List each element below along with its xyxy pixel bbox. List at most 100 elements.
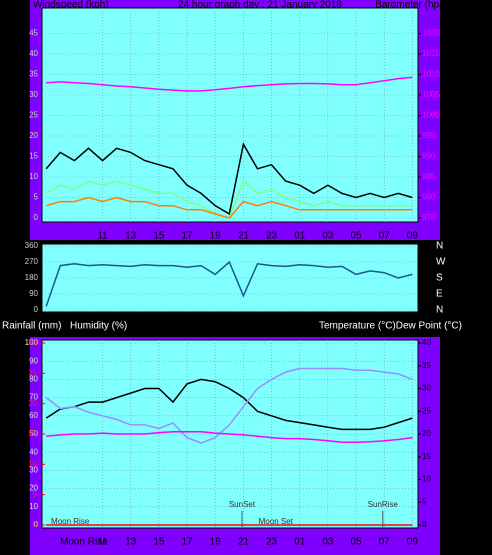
- x-tick-label: 13: [125, 231, 137, 242]
- y3-tick-label: 25: [28, 368, 37, 377]
- y-tick-label: 30: [29, 90, 38, 99]
- y-tick-label: 10: [29, 172, 38, 181]
- y3-tick-label: 20: [28, 399, 37, 408]
- y-tick-label: 80: [29, 375, 38, 384]
- y2-tick-label: 975: [422, 213, 436, 222]
- event-label: Moon Set: [259, 517, 294, 526]
- y2-tick-label: 995: [422, 131, 436, 140]
- title: 24 hour graph day : 21 January 2018: [178, 0, 342, 11]
- y-tick-label: 70: [29, 393, 38, 402]
- x-tick-label: 15: [153, 231, 165, 242]
- y2-tick-label: 20: [422, 429, 431, 438]
- x-tick-label: 01: [294, 231, 306, 242]
- y3-tick-label: 5: [33, 490, 38, 499]
- y3-tick-label: 0: [33, 520, 38, 529]
- y-tick-label: 0: [34, 520, 39, 529]
- y3-tick-label: 10: [28, 459, 37, 468]
- plot-area: [41, 243, 419, 313]
- y2-tick-label: E: [436, 289, 443, 300]
- x-tick-label: 23: [266, 231, 278, 242]
- event-label: Moon Rise: [51, 517, 90, 526]
- series-line: [45, 196, 413, 219]
- event-label: SunRise: [368, 500, 399, 509]
- y-tick-label: 40: [29, 49, 38, 58]
- y2-tick-label: S: [436, 273, 443, 284]
- x-tick-label: 03: [322, 537, 334, 548]
- x-tick-label: 23: [266, 537, 278, 548]
- y2-tick-label: 30: [422, 384, 431, 393]
- y2-tick-label: 15: [422, 452, 431, 461]
- x-tick-label: 09: [407, 231, 419, 242]
- y-tick-label: 60: [29, 411, 38, 420]
- y2-tick-label: 990: [422, 152, 436, 161]
- y-tick-label: 50: [29, 429, 38, 438]
- x-tick-label: 11: [97, 231, 108, 242]
- y2-tick-label: 5: [422, 497, 427, 506]
- y2-label: Temperature (°C)Dew Point (°C): [319, 321, 462, 332]
- y-tick-label: 0: [34, 305, 39, 314]
- series-line: [45, 142, 413, 216]
- y-tick-label: 45: [29, 29, 38, 38]
- series-line: [46, 430, 413, 443]
- y2-tick-label: 1015: [422, 49, 440, 58]
- x-tick-label: 09: [407, 537, 419, 548]
- y2-tick-label: W: [436, 257, 446, 268]
- y-tick-label: 40: [29, 447, 38, 456]
- y-label: Windspeed (kph): [33, 0, 109, 11]
- y-tick-label: 90: [29, 356, 38, 365]
- y-label: Humidity (%): [70, 321, 127, 332]
- x-tick-label: 21: [238, 537, 250, 548]
- y-tick-label: 20: [29, 484, 38, 493]
- y2-tick-label: 1020: [422, 29, 440, 38]
- x-tick-label: 15: [153, 537, 165, 548]
- event-label: SunSet: [229, 500, 256, 509]
- x-tick-label: 05: [350, 537, 362, 548]
- y-tick-label: 30: [29, 466, 38, 475]
- y2-tick-label: 985: [422, 172, 436, 181]
- x-tick-label: 13: [125, 537, 137, 548]
- y2-tick-label: 25: [422, 406, 431, 415]
- y-tick-label: 100: [25, 338, 39, 347]
- y2-tick-label: 35: [422, 361, 431, 370]
- y-tick-label: 0: [34, 213, 39, 222]
- plot-area: [41, 7, 419, 223]
- x-tick-label: 07: [379, 537, 391, 548]
- y-tick-label: 360: [25, 241, 39, 250]
- y-tick-label: 10: [29, 502, 38, 511]
- y-tick-label: 25: [29, 111, 38, 120]
- y2-tick-label: 0: [422, 520, 427, 529]
- x-tick-label: 11: [97, 537, 108, 548]
- x-tick-label: 19: [210, 537, 222, 548]
- y2-tick-label: 1000: [422, 111, 440, 120]
- x-tick-label: 19: [210, 231, 222, 242]
- y2-label: Barometer (hpa): [375, 0, 448, 11]
- y2-tick-label: 1005: [422, 90, 440, 99]
- y2-tick-label: 40: [422, 338, 431, 347]
- y3-tick-label: 15: [28, 429, 37, 438]
- y2-tick-label: 10: [422, 475, 431, 484]
- x-tick-label: 21: [238, 231, 250, 242]
- x-tick-label: 01: [294, 537, 306, 548]
- y-tick-label: 35: [29, 70, 38, 79]
- x-tick-label: 07: [379, 231, 391, 242]
- x-tick-label: 17: [181, 537, 193, 548]
- y2-tick-label: N: [436, 241, 443, 252]
- x-tick-label: 05: [350, 231, 362, 242]
- y-tick-label: 90: [29, 289, 38, 298]
- series-line: [46, 76, 413, 92]
- y2-tick-label: N: [436, 305, 443, 316]
- x-tick-label: 03: [322, 231, 334, 242]
- y-tick-label: 5: [34, 193, 39, 202]
- y3-label: Rainfall (mm): [2, 321, 61, 332]
- y-tick-label: 15: [29, 152, 38, 161]
- y2-tick-label: 1010: [422, 70, 440, 79]
- series-line: [45, 367, 413, 444]
- series-line: [45, 378, 413, 431]
- y-tick-label: 20: [29, 131, 38, 140]
- y3-tick-label: 30: [28, 338, 37, 347]
- x-tick-label: 17: [181, 231, 193, 242]
- series-line: [45, 260, 413, 307]
- footer-label: Moon Rise: [60, 537, 108, 548]
- y-tick-label: 180: [25, 273, 39, 282]
